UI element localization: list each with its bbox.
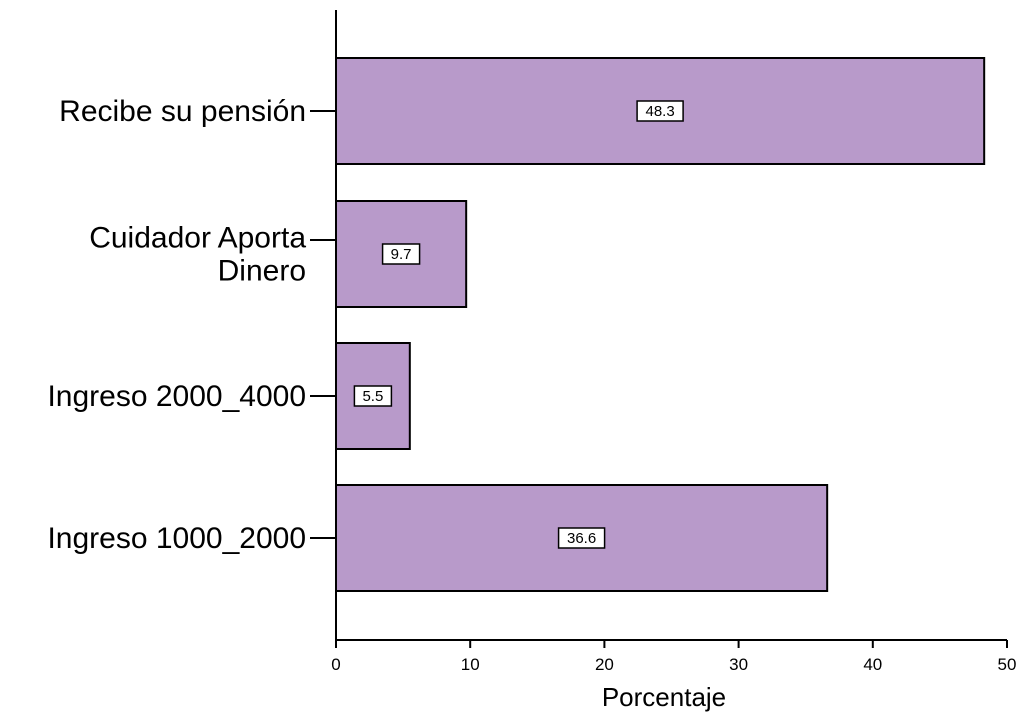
x-tick-label-1: 10 [461, 655, 480, 674]
data-label-box-2 [353, 385, 393, 407]
data-label-1: 9.7 [391, 246, 412, 263]
data-label-2: 5.5 [362, 388, 383, 405]
category-label-2-0: Ingreso 2000_4000 [47, 380, 306, 413]
x-tick-label-3: 30 [729, 655, 748, 674]
x-tick-label-4: 40 [863, 655, 882, 674]
x-axis-title: Porcentaje [602, 682, 726, 712]
category-label-1-0: Cuidador Aporta [89, 222, 306, 255]
category-label-1-1: Dinero [218, 255, 306, 288]
x-tick-label-2: 20 [595, 655, 614, 674]
data-label-box-3 [557, 527, 606, 549]
x-axis-ticks: 0 10 20 30 40 50 [331, 640, 1016, 674]
data-label-box-0 [636, 100, 684, 122]
data-label-3: 36.6 [567, 530, 596, 547]
bars-layer: 48.3 9.7 5.5 36.6 [335, 57, 986, 592]
x-tick-label-5: 50 [998, 655, 1017, 674]
x-tick-label-0: 0 [331, 655, 340, 674]
data-label-box-1 [381, 243, 421, 265]
data-label-0: 48.3 [645, 103, 674, 120]
category-label-3-0: Ingreso 1000_2000 [47, 522, 306, 555]
category-label-0-0: Recibe su pensión [59, 95, 306, 128]
